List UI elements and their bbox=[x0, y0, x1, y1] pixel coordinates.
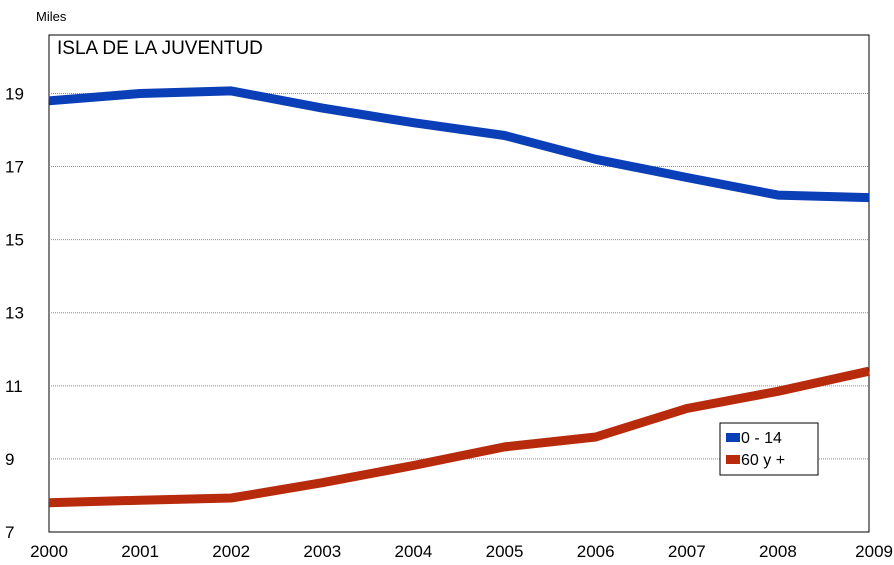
x-tick-label: 2006 bbox=[577, 542, 615, 561]
x-tick-label: 2000 bbox=[30, 542, 68, 561]
x-tick-label: 2009 bbox=[855, 542, 893, 561]
y-tick-label: 19 bbox=[5, 84, 24, 103]
x-tick-label: 2002 bbox=[212, 542, 250, 561]
y-tick-label: 13 bbox=[5, 304, 24, 323]
x-tick-label: 2004 bbox=[395, 542, 433, 561]
legend-label: 0 - 14 bbox=[741, 430, 782, 447]
legend: 0 - 14 60 y + bbox=[719, 422, 819, 476]
y-axis-ticks: 7 9 11 13 15 17 19 bbox=[5, 84, 24, 542]
series-line-1 bbox=[48, 366, 870, 508]
x-axis-ticks: 2000 2001 2002 2003 2004 2005 2006 2007 2008 2009 bbox=[30, 542, 893, 561]
x-tick-label: 2001 bbox=[121, 542, 159, 561]
y-tick-label: 9 bbox=[5, 450, 14, 469]
legend-box bbox=[719, 422, 819, 476]
y-axis-unit-label: Miles bbox=[36, 9, 67, 24]
y-tick-label: 15 bbox=[5, 231, 24, 250]
legend-swatch bbox=[726, 433, 740, 442]
series-lines bbox=[48, 86, 870, 508]
y-tick-label: 7 bbox=[5, 523, 14, 542]
y-tick-label: 11 bbox=[5, 377, 23, 396]
x-tick-label: 2005 bbox=[486, 542, 524, 561]
x-tick-label: 2003 bbox=[303, 542, 341, 561]
series-line-0 bbox=[48, 86, 870, 203]
x-tick-label: 2008 bbox=[759, 542, 797, 561]
chart-inner-title: ISLA DE LA JUVENTUD bbox=[57, 38, 263, 59]
x-tick-label: 2007 bbox=[668, 542, 706, 561]
legend-swatch bbox=[726, 455, 740, 464]
y-tick-label: 17 bbox=[5, 158, 24, 177]
legend-label: 60 y + bbox=[741, 452, 785, 469]
